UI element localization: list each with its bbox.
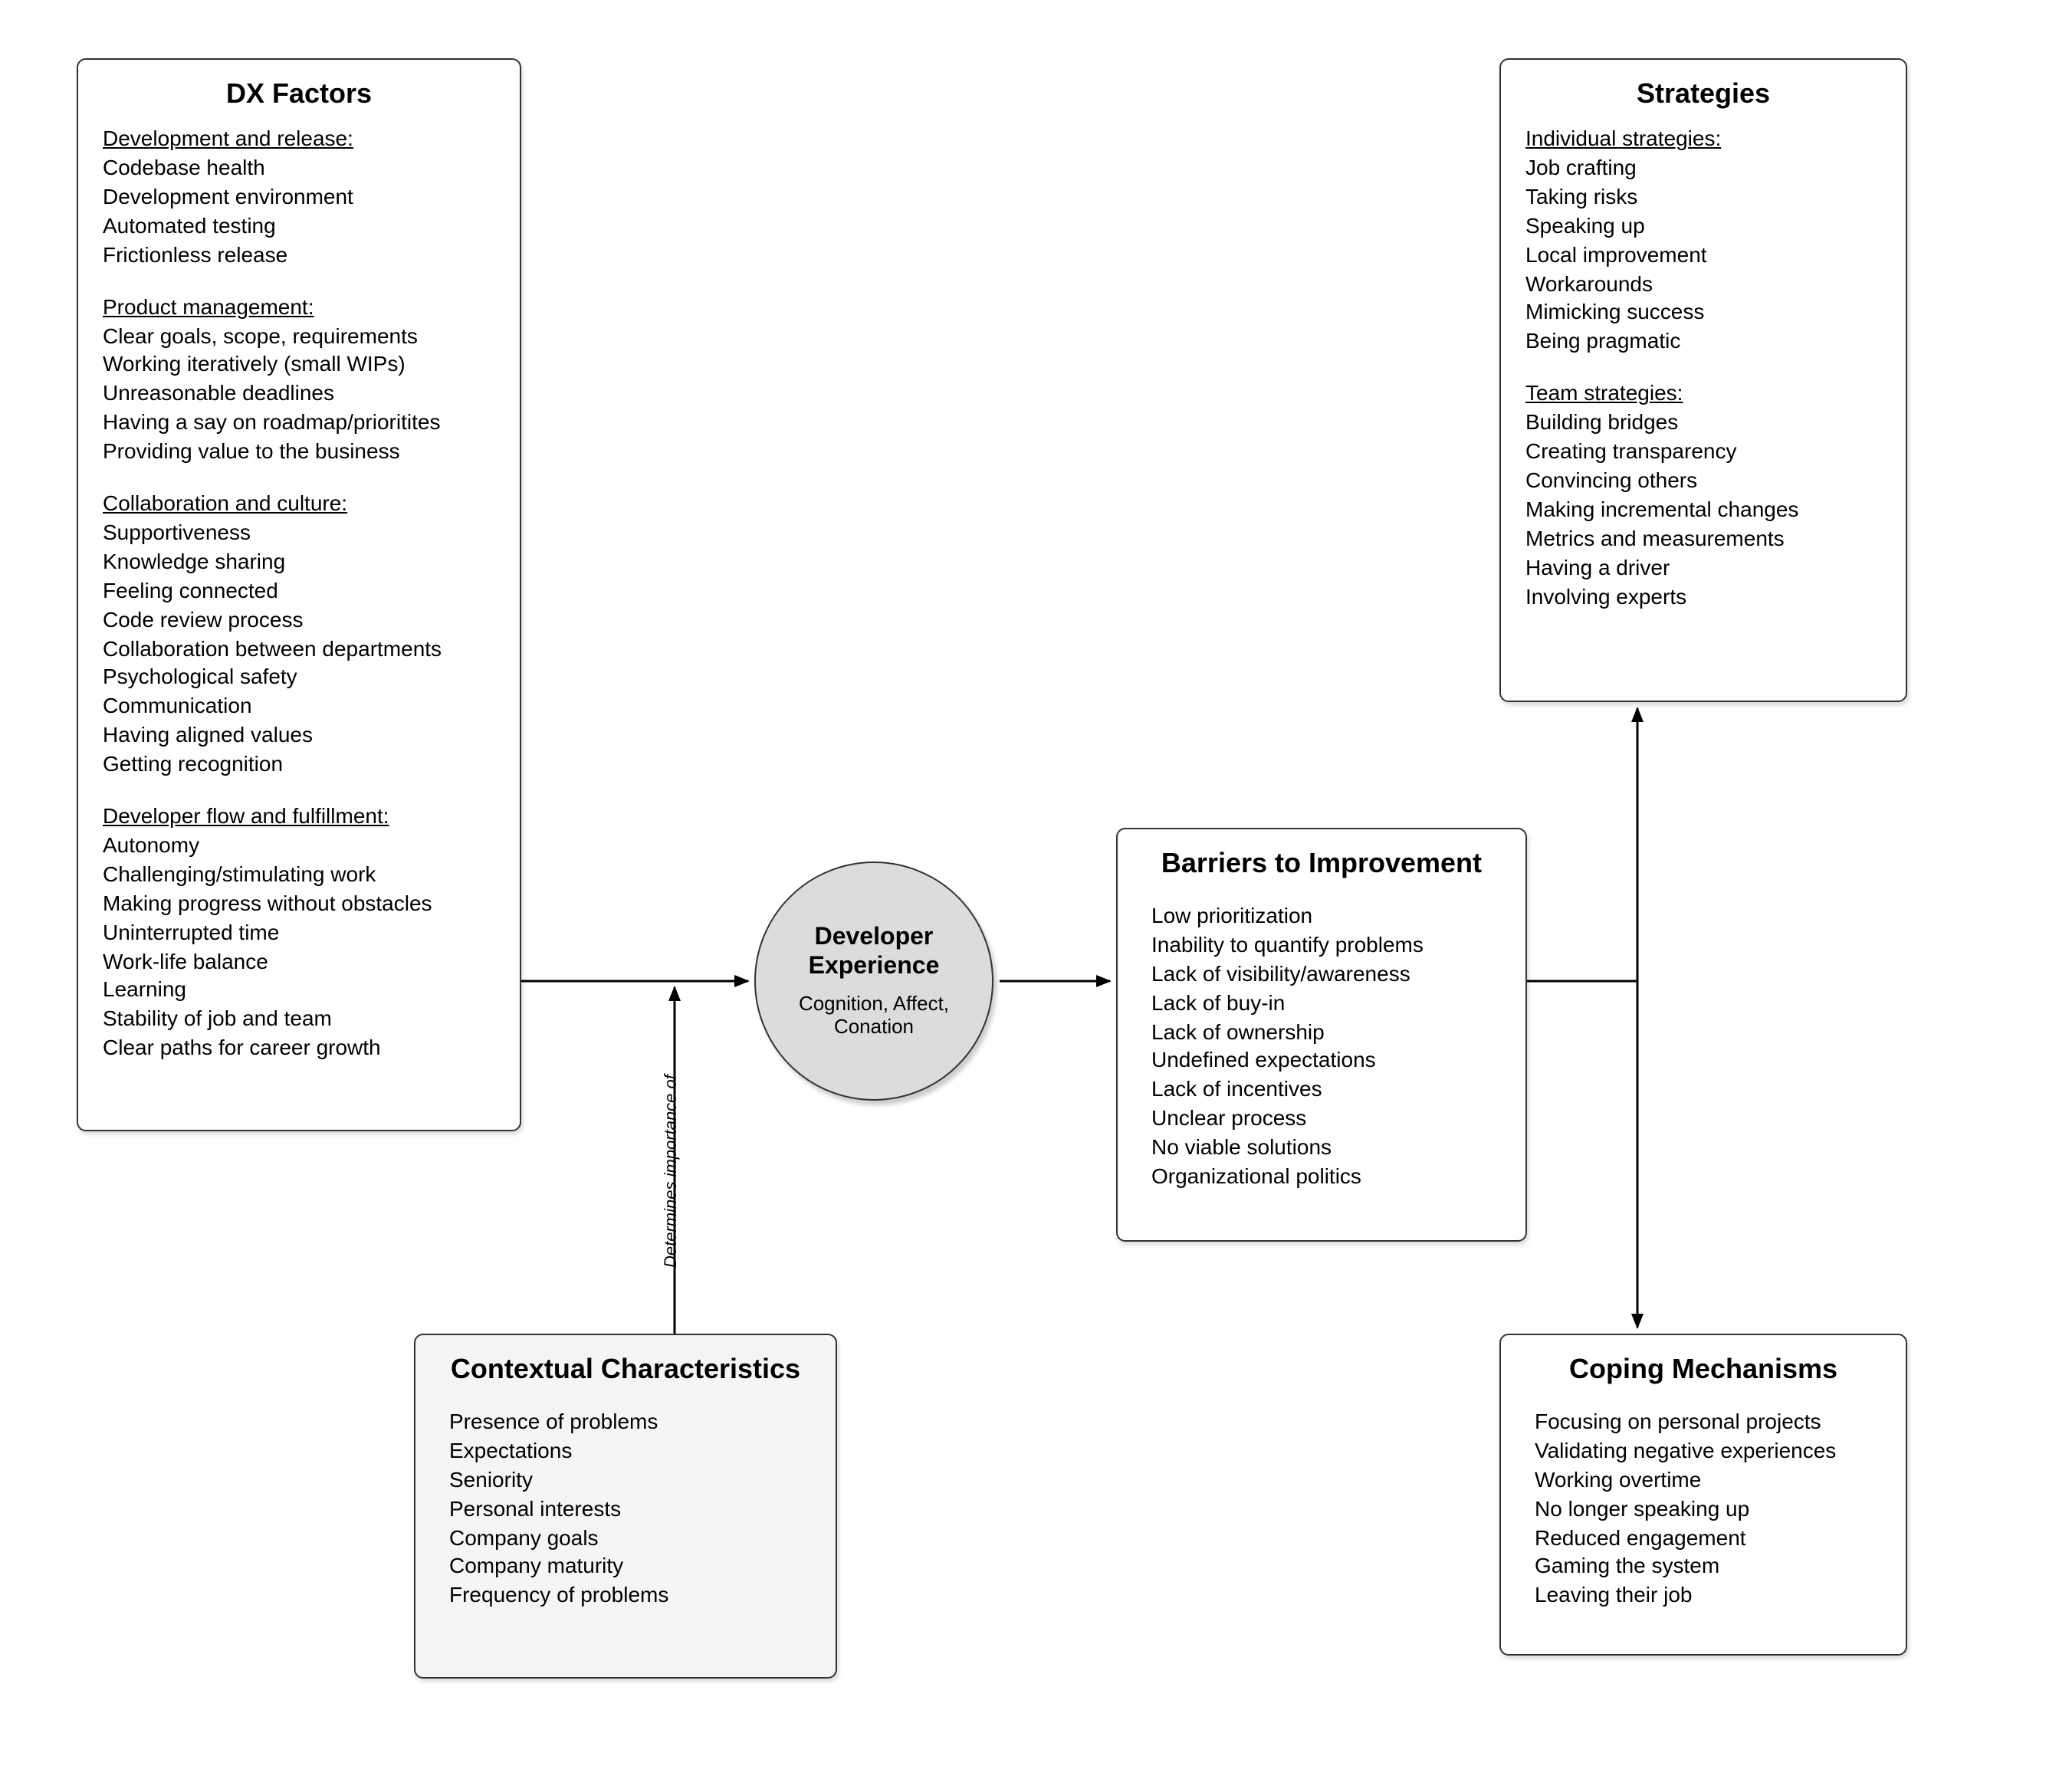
coping-box: Coping Mechanisms Focusing on personal pr… — [1499, 1334, 1907, 1656]
dx-item: Supportiveness — [103, 518, 495, 547]
dx-item: Automated testing — [103, 212, 495, 241]
dx-section-head: Developer flow and fulfillment: — [103, 803, 495, 828]
strategies-section-head: Individual strategies: — [1525, 126, 1881, 150]
dx-section-head: Product management: — [103, 294, 495, 318]
dx-item: Feeling connected — [103, 576, 495, 606]
dx-item: Development environment — [103, 182, 495, 212]
strategies-item: Speaking up — [1525, 212, 1881, 241]
dx-item: Having a say on roadmap/prioritites — [103, 408, 495, 437]
dx-item: Communication — [103, 692, 495, 721]
strategies-item: Job crafting — [1525, 153, 1881, 182]
strategies-item: Local improvement — [1525, 240, 1881, 269]
dev-exp-subtitle: Cognition, Affect, Conation — [771, 991, 977, 1039]
contextual-item: Company goals — [449, 1523, 811, 1552]
coping-item: Working overtime — [1535, 1465, 1881, 1495]
dx-item: Psychological safety — [103, 663, 495, 692]
dx-item: Clear paths for career growth — [103, 1034, 495, 1063]
barriers-box: Barriers to Improvement Low prioritizatio… — [1116, 828, 1527, 1242]
dx-item: Collaboration between departments — [103, 634, 495, 663]
barriers-item: Lack of ownership — [1151, 1017, 1501, 1046]
barriers-item: Lack of incentives — [1151, 1075, 1501, 1104]
dx-box: DX Factors Development and release: Codeba… — [77, 58, 521, 1131]
dev-exp-title: Developer Experience — [771, 923, 977, 982]
contextual-title: Contextual Characteristics — [440, 1354, 811, 1386]
barriers-item: No viable solutions — [1151, 1133, 1501, 1162]
strategies-item: Metrics and measurements — [1525, 524, 1881, 553]
dx-item: Learning — [103, 976, 495, 1005]
dx-item: Challenging/stimulating work — [103, 860, 495, 889]
dx-item: Working iteratively (small WIPs) — [103, 350, 495, 379]
dx-item: Frictionless release — [103, 240, 495, 269]
dx-section-head: Development and release: — [103, 126, 495, 150]
coping-item: Reduced engagement — [1535, 1523, 1881, 1552]
dx-item: Getting recognition — [103, 750, 495, 779]
dx-item: Knowledge sharing — [103, 547, 495, 576]
contextual-item: Company maturity — [449, 1552, 811, 1581]
dx-section-head: Collaboration and culture: — [103, 491, 495, 515]
strategies-item: Involving experts — [1525, 582, 1881, 611]
dx-item: Unreasonable deadlines — [103, 379, 495, 409]
barriers-item: Lack of buy-in — [1151, 988, 1501, 1017]
coping-item: Gaming the system — [1535, 1552, 1881, 1581]
edge-label: Determines importance of — [662, 1075, 681, 1268]
dx-item: Work-life balance — [103, 947, 495, 976]
dx-item: Stability of job and team — [103, 1005, 495, 1034]
strategies-item: Making incremental changes — [1525, 495, 1881, 524]
contextual-item: Presence of problems — [449, 1407, 811, 1436]
dx-title: DX Factors — [103, 78, 495, 110]
coping-title: Coping Mechanisms — [1525, 1354, 1881, 1386]
dx-item: Codebase health — [103, 153, 495, 182]
dev-exp-circle: Developer Experience Cognition, Affect, C… — [754, 862, 993, 1101]
strategies-item: Convincing others — [1525, 466, 1881, 495]
strategies-section-head: Team strategies: — [1525, 380, 1881, 405]
dx-item: Code review process — [103, 605, 495, 634]
coping-item: Leaving their job — [1535, 1581, 1881, 1610]
barriers-item: Undefined expectations — [1151, 1046, 1501, 1075]
dx-item: Having aligned values — [103, 721, 495, 750]
contextual-item: Seniority — [449, 1465, 811, 1495]
strategies-title: Strategies — [1525, 78, 1881, 110]
barriers-item: Lack of visibility/awareness — [1151, 960, 1501, 989]
dx-item: Making progress without obstacles — [103, 889, 495, 918]
dx-item: Providing value to the business — [103, 437, 495, 466]
dx-item: Clear goals, scope, requirements — [103, 321, 495, 350]
strategies-item: Creating transparency — [1525, 437, 1881, 466]
barriers-item: Organizational politics — [1151, 1162, 1501, 1191]
coping-item: Validating negative experiences — [1535, 1436, 1881, 1465]
barriers-item: Unclear process — [1151, 1104, 1501, 1133]
coping-item: Focusing on personal projects — [1535, 1407, 1881, 1436]
coping-item: No longer speaking up — [1535, 1494, 1881, 1523]
strategies-item: Workarounds — [1525, 269, 1881, 298]
strategies-item: Building bridges — [1525, 408, 1881, 437]
contextual-item: Expectations — [449, 1436, 811, 1465]
strategies-item: Mimicking success — [1525, 298, 1881, 327]
dx-item: Uninterrupted time — [103, 917, 495, 947]
contextual-item: Frequency of problems — [449, 1581, 811, 1610]
barriers-item: Inability to quantify problems — [1151, 930, 1501, 960]
barriers-item: Low prioritization — [1151, 901, 1501, 930]
strategies-item: Having a driver — [1525, 553, 1881, 582]
strategies-box: Strategies Individual strategies: Job craf… — [1499, 58, 1907, 702]
strategies-item: Taking risks — [1525, 182, 1881, 212]
barriers-title: Barriers to Improvement — [1142, 848, 1501, 880]
contextual-item: Personal interests — [449, 1494, 811, 1523]
contextual-box: Contextual Characteristics Presence of pr… — [414, 1334, 837, 1679]
strategies-item: Being pragmatic — [1525, 327, 1881, 356]
dx-item: Autonomy — [103, 831, 495, 860]
